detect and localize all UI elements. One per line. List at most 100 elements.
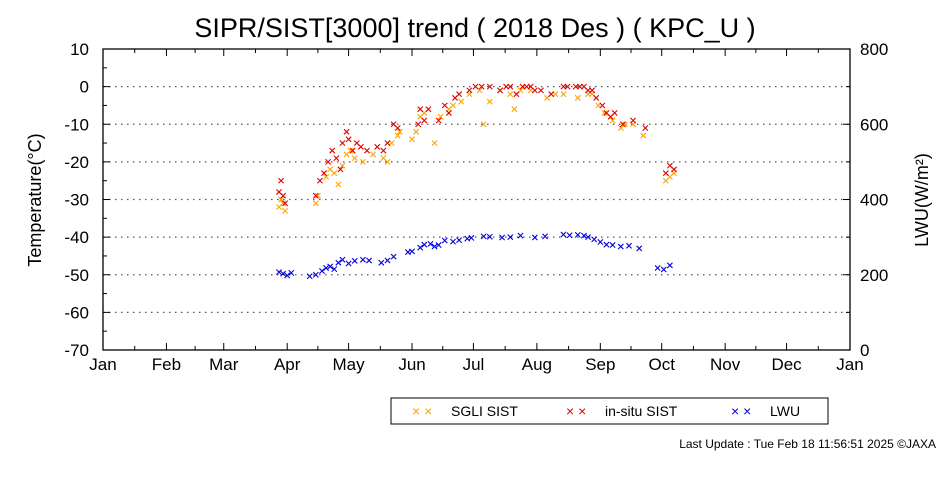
point-in-situ-sist — [486, 83, 493, 90]
point-sgli-sist — [574, 94, 581, 101]
legend-label-insitu: in-situ SIST — [605, 403, 678, 419]
chart-title: SIPR/SIST[3000] trend ( 2018 Des ) ( KPC… — [194, 13, 755, 43]
point-sgli-sist — [331, 170, 338, 177]
point-in-situ-sist — [564, 83, 571, 90]
point-lwu — [417, 244, 424, 251]
y-right-tick-label: 800 — [860, 40, 888, 59]
point-in-situ-sist — [466, 87, 473, 94]
point-sgli-sist — [312, 200, 319, 207]
point-lwu — [542, 233, 549, 240]
y-left-tick-label: -10 — [64, 115, 89, 134]
point-in-situ-sist — [364, 147, 370, 154]
point-sgli-sist — [560, 91, 567, 98]
point-lwu — [421, 241, 428, 248]
point-in-situ-sist — [417, 106, 424, 113]
point-in-situ-sist — [507, 83, 514, 90]
y-left-tick-label: -40 — [64, 228, 89, 247]
left-y-axis: 10 0 -10 -20 -30 -40 -50 -60 -70 — [64, 40, 110, 360]
point-in-situ-sist — [333, 155, 340, 162]
point-sgli-sist — [347, 147, 354, 154]
point-sgli-sist — [359, 158, 366, 165]
point-sgli-sist — [458, 98, 465, 105]
y-left-tick-label: -50 — [64, 266, 89, 285]
y-right-tick-label: 200 — [860, 266, 888, 285]
point-in-situ-sist — [513, 91, 520, 98]
point-lwu — [585, 234, 592, 241]
point-sgli-sist — [640, 132, 647, 139]
point-lwu — [456, 237, 463, 244]
point-in-situ-sist — [321, 170, 328, 177]
point-lwu — [580, 232, 587, 239]
point-lwu — [625, 242, 632, 249]
left-axis-title: Temperature(°C) — [25, 133, 45, 266]
right-y-axis: 800 600 400 200 0 — [843, 40, 888, 360]
point-in-situ-sist — [445, 109, 452, 116]
point-in-situ-sist — [345, 136, 352, 143]
point-lwu — [603, 241, 610, 248]
point-sgli-sist — [449, 102, 456, 109]
point-lwu — [288, 269, 295, 276]
point-lwu — [306, 273, 313, 280]
point-sgli-sist — [314, 192, 321, 199]
point-in-situ-sist — [472, 83, 479, 90]
point-lwu — [531, 234, 538, 241]
x-tick-label: Jun — [398, 355, 425, 374]
point-lwu — [280, 270, 287, 277]
x-tick-label: Apr — [274, 355, 301, 374]
x-tick-label: May — [333, 355, 366, 374]
point-lwu — [499, 234, 506, 241]
point-in-situ-sist — [497, 87, 504, 94]
point-lwu — [327, 263, 334, 270]
point-in-situ-sist — [374, 143, 381, 150]
point-lwu — [435, 242, 442, 249]
x-tick-label: Oct — [648, 355, 675, 374]
y-right-tick-label: 400 — [860, 191, 888, 210]
grid-lines — [103, 86, 850, 313]
point-sgli-sist — [396, 128, 403, 135]
point-lwu — [441, 237, 448, 244]
x-tick-label: Mar — [209, 355, 239, 374]
point-lwu — [378, 259, 385, 266]
point-in-situ-sist — [421, 117, 428, 124]
y-right-tick-label: 600 — [860, 115, 888, 134]
point-sgli-sist — [601, 109, 608, 116]
x-tick-label: Sep — [585, 355, 615, 374]
point-lwu — [654, 264, 661, 271]
point-sgli-sist — [480, 121, 487, 128]
point-lwu — [345, 260, 352, 267]
y-left-tick-label: 0 — [80, 78, 89, 97]
legend-marker-insitu: × × — [566, 403, 586, 419]
point-lwu — [390, 253, 397, 260]
point-in-situ-sist — [589, 87, 596, 94]
point-lwu — [517, 232, 524, 239]
point-sgli-sist — [511, 106, 518, 113]
point-lwu — [427, 240, 434, 247]
x-tick-label: Jul — [463, 355, 485, 374]
point-lwu — [480, 233, 487, 240]
point-lwu — [409, 248, 416, 255]
point-sgli-sist — [409, 136, 416, 143]
point-in-situ-sist — [325, 158, 332, 165]
y-left-tick-label: 10 — [70, 40, 89, 59]
point-sgli-sist — [413, 128, 420, 135]
point-lwu — [366, 257, 373, 264]
x-tick-label: Jan — [836, 355, 863, 374]
point-in-situ-sist — [316, 177, 323, 184]
point-in-situ-sist — [415, 121, 422, 128]
point-in-situ-sist — [312, 192, 319, 199]
right-axis-title: LWU(W/m²) — [912, 153, 932, 247]
point-lwu — [276, 269, 282, 276]
point-lwu — [335, 259, 342, 266]
point-lwu — [597, 239, 604, 246]
point-sgli-sist — [437, 113, 444, 120]
point-in-situ-sist — [357, 143, 364, 150]
point-sgli-sist — [507, 91, 514, 98]
point-in-situ-sist — [339, 140, 346, 147]
point-lwu — [312, 271, 319, 278]
x-tick-label: Nov — [710, 355, 741, 374]
point-lwu — [660, 266, 667, 273]
point-lwu — [323, 264, 330, 271]
legend-marker-lwu: × × — [731, 403, 751, 419]
point-in-situ-sist — [593, 94, 600, 101]
